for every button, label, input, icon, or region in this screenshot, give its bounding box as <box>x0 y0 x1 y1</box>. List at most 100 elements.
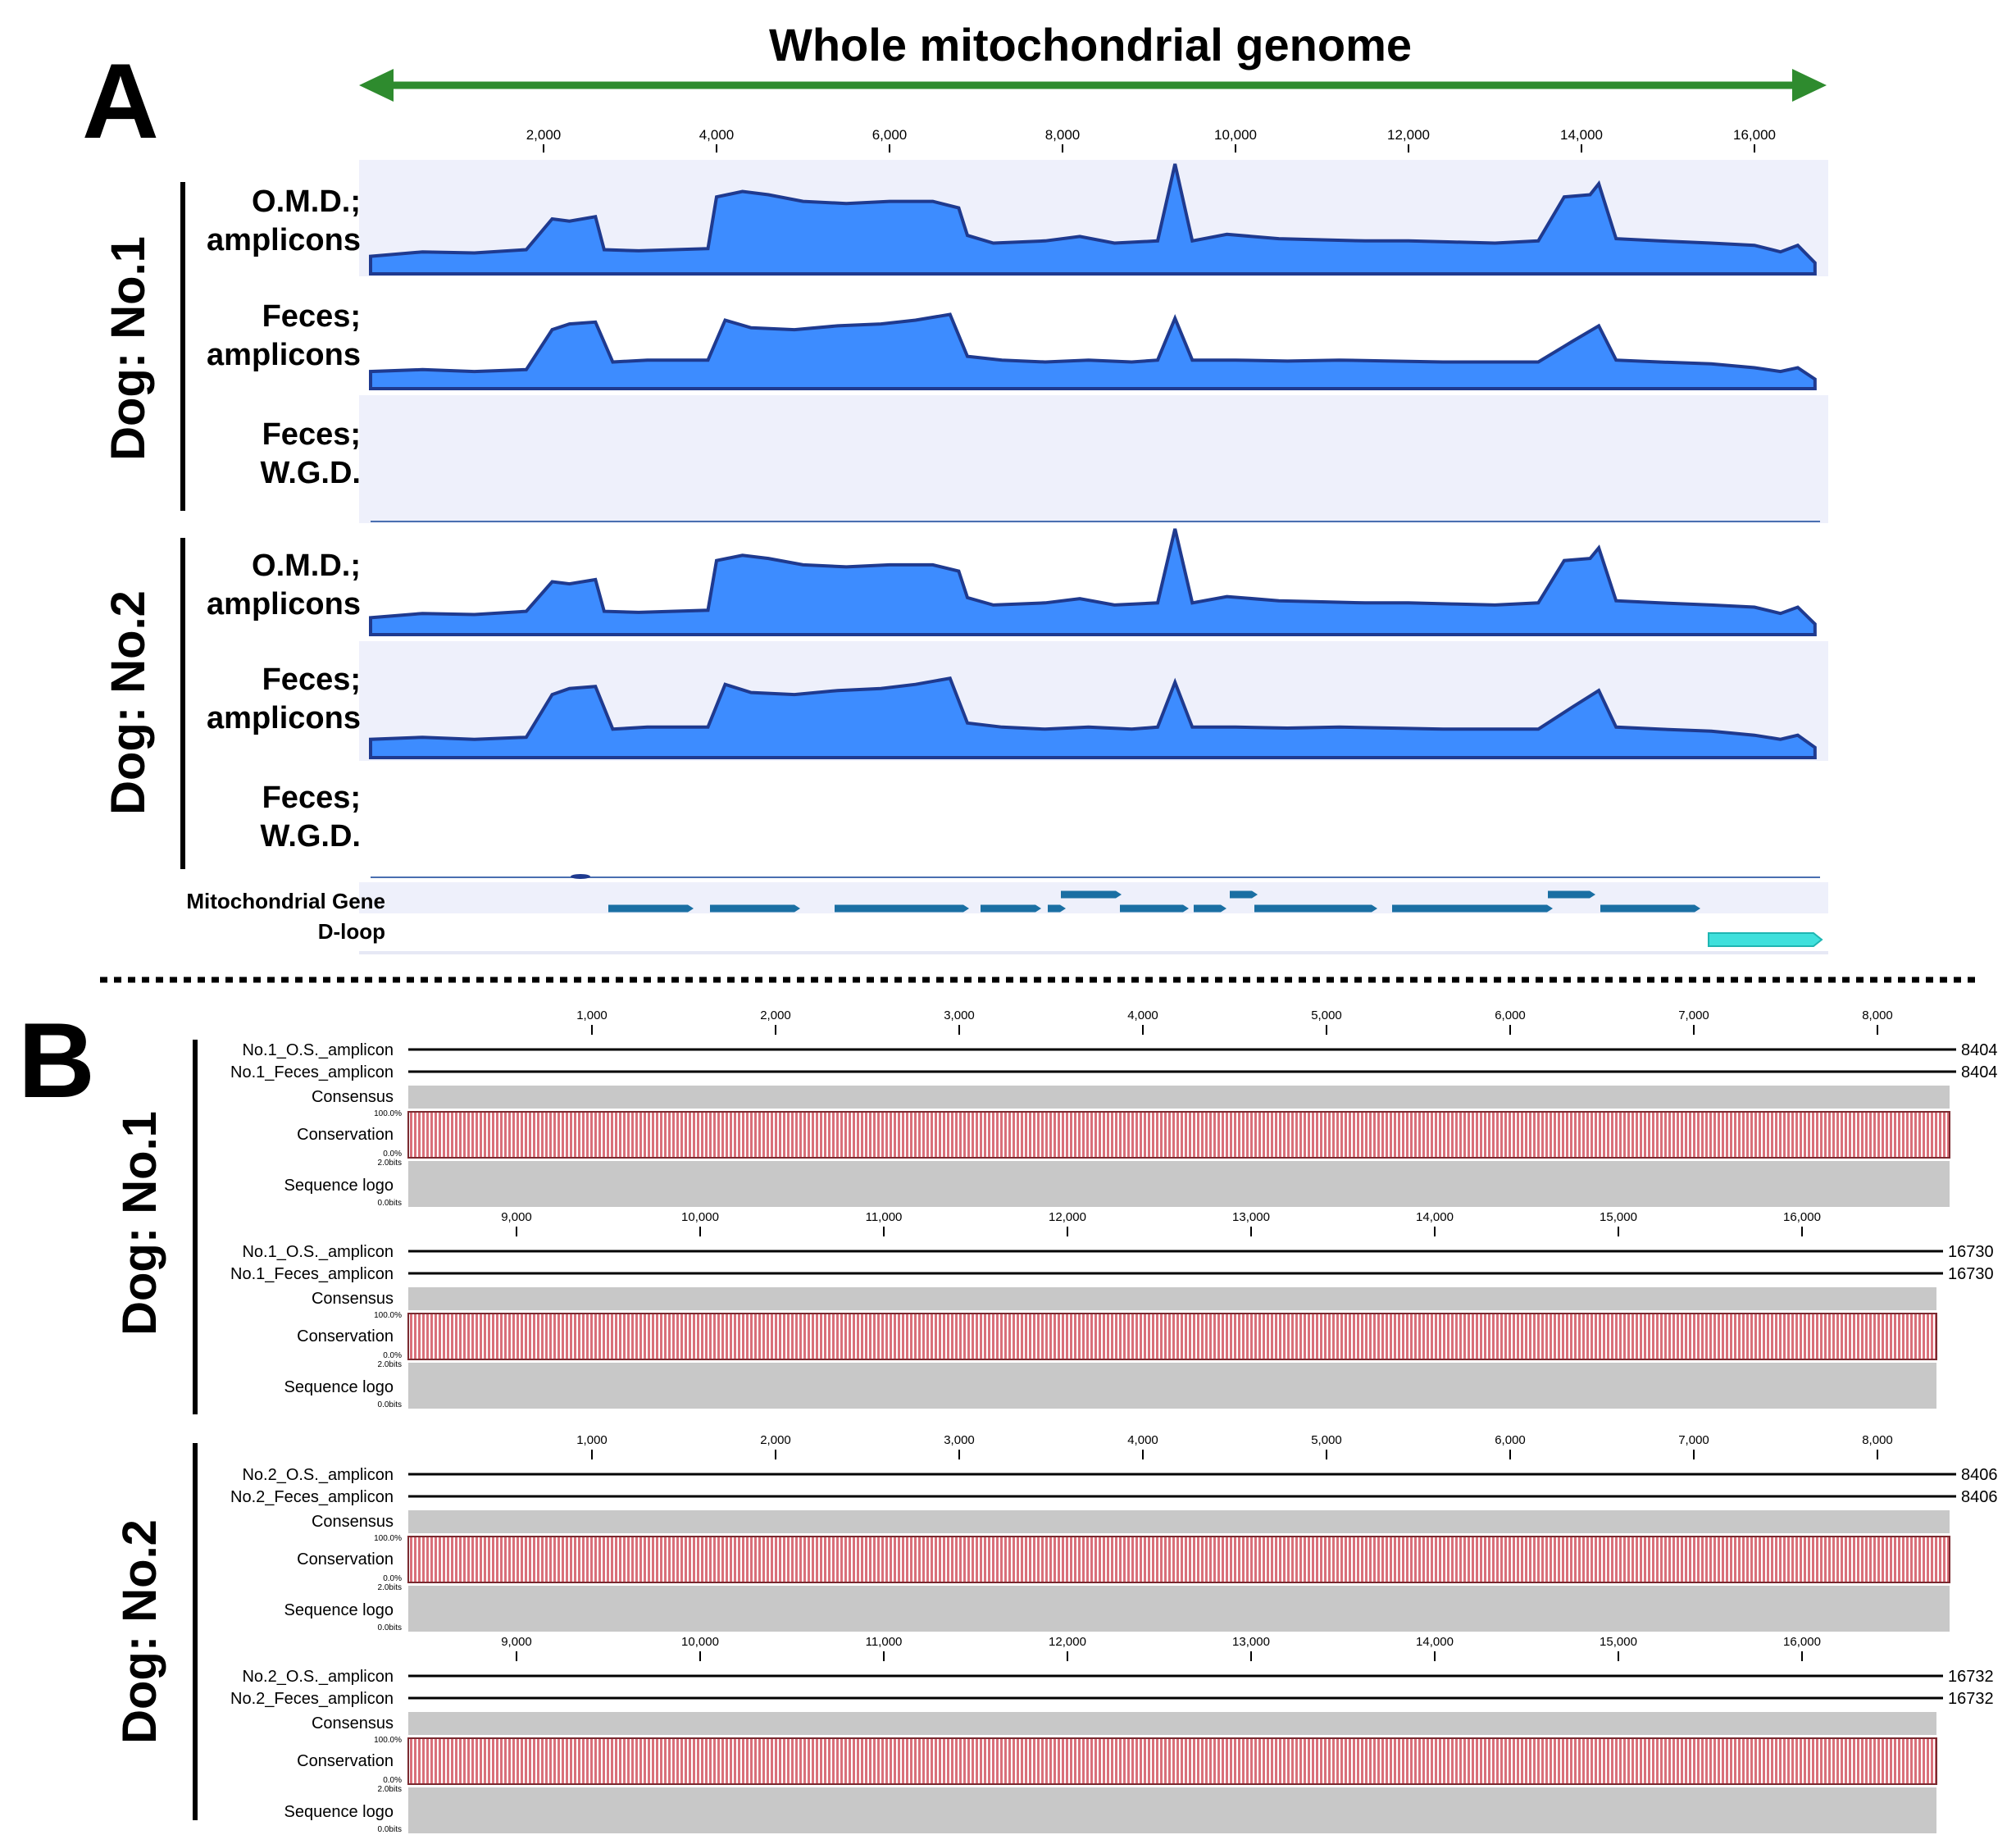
group-label-a-no1: Dog: No.1 <box>102 236 155 461</box>
logo-max: 2.0bits <box>378 1785 402 1794</box>
gene-feature <box>1048 904 1066 913</box>
conservation-max: 100.0% <box>374 1736 402 1745</box>
gene-feature <box>981 904 1041 913</box>
sequence-length: 16732 <box>1948 1668 1994 1686</box>
dloop-feature <box>1708 932 1823 947</box>
sequence-logo-label: Sequence logo <box>284 1803 394 1821</box>
conservation-label: Conservation <box>297 1752 394 1770</box>
conservation-label: Conservation <box>297 1126 394 1144</box>
track-label-2-line1: Feces; <box>262 299 361 334</box>
sequence-logo-bar <box>408 1161 1950 1207</box>
sequence-logo-bar <box>408 1586 1950 1632</box>
gene-track-label: Mitochondrial Gene <box>186 889 385 913</box>
group-label-b-no1: Dog: No.1 <box>113 1111 166 1336</box>
consensus-bar <box>408 1086 1950 1109</box>
block-tick-label: 9,000 <box>501 1635 532 1649</box>
block-tick-label: 9,000 <box>501 1210 532 1224</box>
block-tick-label: 5,000 <box>1311 1009 1342 1022</box>
consensus-label: Consensus <box>312 1088 394 1106</box>
conservation-min: 0.0% <box>383 1776 402 1785</box>
conservation-min: 0.0% <box>383 1574 402 1583</box>
consensus-label: Consensus <box>312 1513 394 1531</box>
track-label-5-line1: Feces; <box>262 662 361 697</box>
alignment-block: 1,000 2,000 3,000 4,000 5,000 6,000 7,000 8,000… <box>230 1009 1998 1208</box>
sequence-length: 8404 <box>1961 1041 1998 1059</box>
ruler-tick-label: 16,000 <box>1733 127 1776 143</box>
conservation-max: 100.0% <box>374 1534 402 1543</box>
gene-feature <box>1061 890 1122 899</box>
sequence-length: 8406 <box>1961 1488 1998 1506</box>
conservation-bar <box>407 1111 1950 1159</box>
track-label-3-line2: W.G.D. <box>261 456 361 490</box>
sequence-length: 8404 <box>1961 1063 1998 1081</box>
block-tick-label: 10,000 <box>681 1635 719 1649</box>
block-tick-label: 3,000 <box>944 1433 975 1447</box>
conservation-bar <box>407 1737 1937 1785</box>
alignment-blocks: 1,000 2,000 3,000 4,000 5,000 6,000 7,000 8,000… <box>230 1009 1998 1834</box>
block-tick-label: 13,000 <box>1232 1210 1270 1224</box>
consensus-bar <box>408 1510 1950 1533</box>
ruler-tick-label: 8,000 <box>1045 127 1081 143</box>
ruler-tick-label: 2,000 <box>526 127 562 143</box>
conservation-bar <box>407 1536 1950 1583</box>
ruler-tick-label: 14,000 <box>1560 127 1603 143</box>
conservation-max: 100.0% <box>374 1109 402 1118</box>
coverage-track-5 <box>369 676 1817 759</box>
sequence-logo-bar <box>408 1363 1936 1409</box>
block-tick-label: 7,000 <box>1678 1433 1709 1447</box>
consensus-label: Consensus <box>312 1290 394 1308</box>
block-tick-label: 12,000 <box>1049 1635 1086 1649</box>
alignment-block: 9,000 10,000 11,000 12,000 13,000 14,000 15,00… <box>230 1210 1994 1409</box>
track-label-3-line1: Feces; <box>262 417 361 452</box>
coverage-track-6-blip <box>571 874 590 879</box>
group-label-b-no2: Dog: No.2 <box>113 1519 166 1744</box>
conservation-max: 100.0% <box>374 1311 402 1320</box>
block-tick-label: 4,000 <box>1127 1433 1158 1447</box>
gene-feature <box>710 904 800 913</box>
dloop-track-label: D-loop <box>318 919 385 944</box>
sequence-name: No.1_O.S._amplicon <box>242 1041 394 1059</box>
logo-max: 2.0bits <box>378 1360 402 1369</box>
gene-feature <box>608 904 694 913</box>
track-bg-3 <box>359 395 1828 523</box>
genome-ruler: 2,000 4,000 6,000 8,000 10,000 12,000 14,000 16… <box>526 127 1776 153</box>
gene-feature <box>1548 890 1595 899</box>
conservation-bar <box>407 1313 1937 1360</box>
ruler-tick-label: 4,000 <box>699 127 735 143</box>
block-tick-label: 16,000 <box>1783 1210 1821 1224</box>
gene-feature <box>1120 904 1189 913</box>
logo-min: 0.0bits <box>378 1400 402 1409</box>
track-label-6-line2: W.G.D. <box>261 819 361 854</box>
block-tick-label: 2,000 <box>760 1009 791 1022</box>
block-tick-label: 15,000 <box>1600 1635 1637 1649</box>
track-label-1-line1: O.M.D.; <box>252 184 361 219</box>
sequence-logo-label: Sequence logo <box>284 1601 394 1619</box>
panel-a-title: Whole mitochondrial genome <box>769 19 1412 71</box>
panel-a-letter: A <box>82 41 159 161</box>
block-tick-label: 5,000 <box>1311 1433 1342 1447</box>
sequence-name: No.1_Feces_amplicon <box>230 1063 394 1081</box>
sequence-length: 16732 <box>1948 1690 1994 1708</box>
conservation-label: Conservation <box>297 1550 394 1569</box>
block-tick-label: 8,000 <box>1862 1009 1893 1022</box>
gene-feature <box>835 904 969 913</box>
logo-min: 0.0bits <box>378 1199 402 1208</box>
sequence-name: No.2_O.S._amplicon <box>242 1466 394 1484</box>
sequence-name: No.1_Feces_amplicon <box>230 1265 394 1283</box>
conservation-min: 0.0% <box>383 1150 402 1159</box>
logo-min: 0.0bits <box>378 1825 402 1834</box>
coverage-track-1 <box>369 163 1817 275</box>
logo-min: 0.0bits <box>378 1623 402 1632</box>
block-tick-label: 14,000 <box>1416 1210 1454 1224</box>
whole-genome-arrow <box>359 69 1827 102</box>
consensus-bar <box>408 1712 1936 1735</box>
track-label-5-line2: amplicons <box>207 701 361 735</box>
block-tick-label: 11,000 <box>866 1210 903 1224</box>
track-label-4-line1: O.M.D.; <box>252 549 361 583</box>
block-tick-label: 10,000 <box>681 1210 719 1224</box>
conservation-min: 0.0% <box>383 1351 402 1360</box>
panel-b-letter: B <box>18 1000 95 1120</box>
sequence-length: 8406 <box>1961 1466 1998 1484</box>
track-label-1-line2: amplicons <box>207 223 361 257</box>
mitochondrial-genes <box>608 890 1700 913</box>
